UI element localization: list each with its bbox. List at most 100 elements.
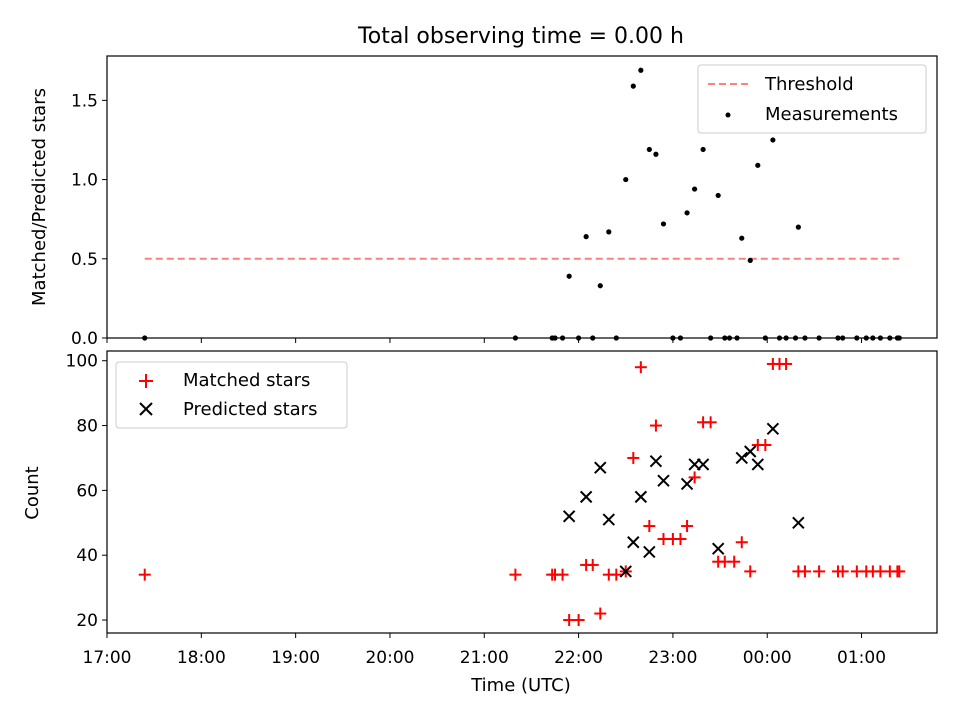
x-tick-label: 22:00 xyxy=(554,648,603,668)
predicted-star-marker xyxy=(649,454,663,468)
legend-matched-label: Matched stars xyxy=(183,370,310,391)
predicted-star-marker xyxy=(744,445,757,458)
predicted-star-stroke xyxy=(602,513,615,526)
x-tick-label: 18:00 xyxy=(177,648,226,668)
predicted-star-stroke xyxy=(579,490,593,504)
legend-predicted-swatch xyxy=(139,402,153,416)
predicted-star-marker xyxy=(766,422,780,436)
measurement-point xyxy=(755,162,761,168)
x-axis-label: Time (UTC) xyxy=(470,675,571,696)
bottom-y-tick-label: 60 xyxy=(76,481,98,501)
top-y-tick-label: 1.0 xyxy=(71,171,98,191)
measurement-point xyxy=(692,186,698,192)
predicted-star-stroke xyxy=(744,445,757,458)
predicted-star-stroke xyxy=(619,565,632,578)
x-tick-label: 20:00 xyxy=(365,648,414,668)
matched-star-marker xyxy=(572,614,585,627)
matched-star-marker xyxy=(681,520,694,533)
predicted-star-stroke xyxy=(735,451,748,465)
predicted-star-stroke xyxy=(657,474,670,487)
top-chart-title: Total observing time = 0.00 h xyxy=(357,24,684,49)
matched-star-marker xyxy=(728,555,741,568)
matched-star-marker xyxy=(586,558,599,571)
bottom-y-tick-label: 80 xyxy=(76,417,98,437)
predicted-star-marker xyxy=(634,490,648,504)
measurement-point xyxy=(739,235,745,241)
top-axes-frame xyxy=(106,55,938,339)
matched-star-marker xyxy=(643,520,656,533)
bottom-y-axis-label: Count xyxy=(22,466,43,519)
measurement-point xyxy=(566,273,572,279)
bottom-y-tick-label: 100 xyxy=(66,352,98,372)
matched-star-marker xyxy=(688,471,701,484)
matched-star-marker xyxy=(704,416,717,429)
predicted-star-marker xyxy=(680,477,694,491)
predicted-star-stroke xyxy=(562,510,576,523)
x-tick-label: 21:00 xyxy=(460,648,509,668)
legend-matched-swatch xyxy=(139,374,153,388)
predicted-star-marker xyxy=(562,510,576,523)
legend-predicted-label: Predicted stars xyxy=(183,399,317,420)
legend-measurements-swatch xyxy=(725,112,731,118)
top-y-axis-label: Matched/Predicted stars xyxy=(29,88,50,306)
predicted-star-marker xyxy=(594,461,607,474)
top-y-axis: 0.0 0.5 1.0 1.5 xyxy=(71,91,107,349)
top-x-tick-marks xyxy=(106,338,863,343)
matched-star-marker xyxy=(836,565,849,578)
matched-star-marker xyxy=(556,568,569,581)
measurement-point xyxy=(715,192,721,199)
x-tick-label: 17:00 xyxy=(83,648,132,668)
predicted-star-marker xyxy=(643,545,656,559)
bottom-chart: 20 40 60 80 100 17:00 18:00 19:00 20:00 21:00 22:… xyxy=(22,350,938,696)
top-y-tick-label: 0.0 xyxy=(71,329,98,349)
predicted-star-marker xyxy=(627,536,640,549)
predicted-star-stroke xyxy=(643,545,656,559)
legend-measurements-label: Measurements xyxy=(765,104,898,125)
bottom-legend-box xyxy=(115,361,348,429)
matched-star-marker xyxy=(138,568,151,581)
predicted-star-marker xyxy=(602,513,615,526)
bottom-plot-area xyxy=(138,357,906,627)
top-y-tick-label: 1.5 xyxy=(71,91,98,111)
matched-star-marker xyxy=(634,361,647,374)
matched-star-marker xyxy=(798,565,811,578)
bottom-legend: Matched stars Predicted stars xyxy=(115,361,348,429)
predicted-star-stroke xyxy=(792,516,805,530)
x-tick-label: 23:00 xyxy=(648,648,697,668)
predicted-star-stroke xyxy=(766,422,780,436)
predicted-star-marker xyxy=(735,451,748,465)
bottom-y-tick-label: 40 xyxy=(76,546,98,566)
bottom-axes-frame xyxy=(106,350,938,634)
predicted-star-stroke xyxy=(627,536,640,549)
predicted-star-stroke xyxy=(711,542,725,555)
top-legend: Threshold Measurements xyxy=(697,64,927,134)
measurement-point xyxy=(684,210,690,216)
measurement-point xyxy=(638,67,644,73)
x-tick-label: 00:00 xyxy=(743,648,792,668)
predicted-star-stroke xyxy=(751,458,765,471)
matched-star-marker xyxy=(893,565,906,578)
predicted-star-stroke xyxy=(634,490,648,504)
measurement-point xyxy=(630,83,636,89)
predicted-star-marker xyxy=(751,458,765,471)
measurement-point xyxy=(747,257,753,263)
predicted-star-marker xyxy=(792,516,805,530)
x-tick-label: 01:00 xyxy=(837,648,886,668)
top-legend-box xyxy=(697,64,927,134)
bottom-y-axis: 20 40 60 80 100 xyxy=(66,352,107,631)
matched-star-marker xyxy=(759,439,772,451)
matched-star-marker xyxy=(509,568,522,581)
measurement-point xyxy=(700,146,706,153)
matched-star-marker xyxy=(813,565,826,578)
predicted-star-stroke xyxy=(649,454,663,468)
matched-star-marker xyxy=(744,565,757,578)
predicted-star-marker xyxy=(619,565,632,578)
measurement-point xyxy=(623,176,629,183)
measurement-point xyxy=(606,229,612,235)
predicted-star-marker xyxy=(579,490,593,504)
legend-threshold-label: Threshold xyxy=(764,74,854,95)
x-tick-label: 19:00 xyxy=(271,648,320,668)
measurement-point xyxy=(646,146,652,153)
predicted-star-marker xyxy=(696,458,710,471)
